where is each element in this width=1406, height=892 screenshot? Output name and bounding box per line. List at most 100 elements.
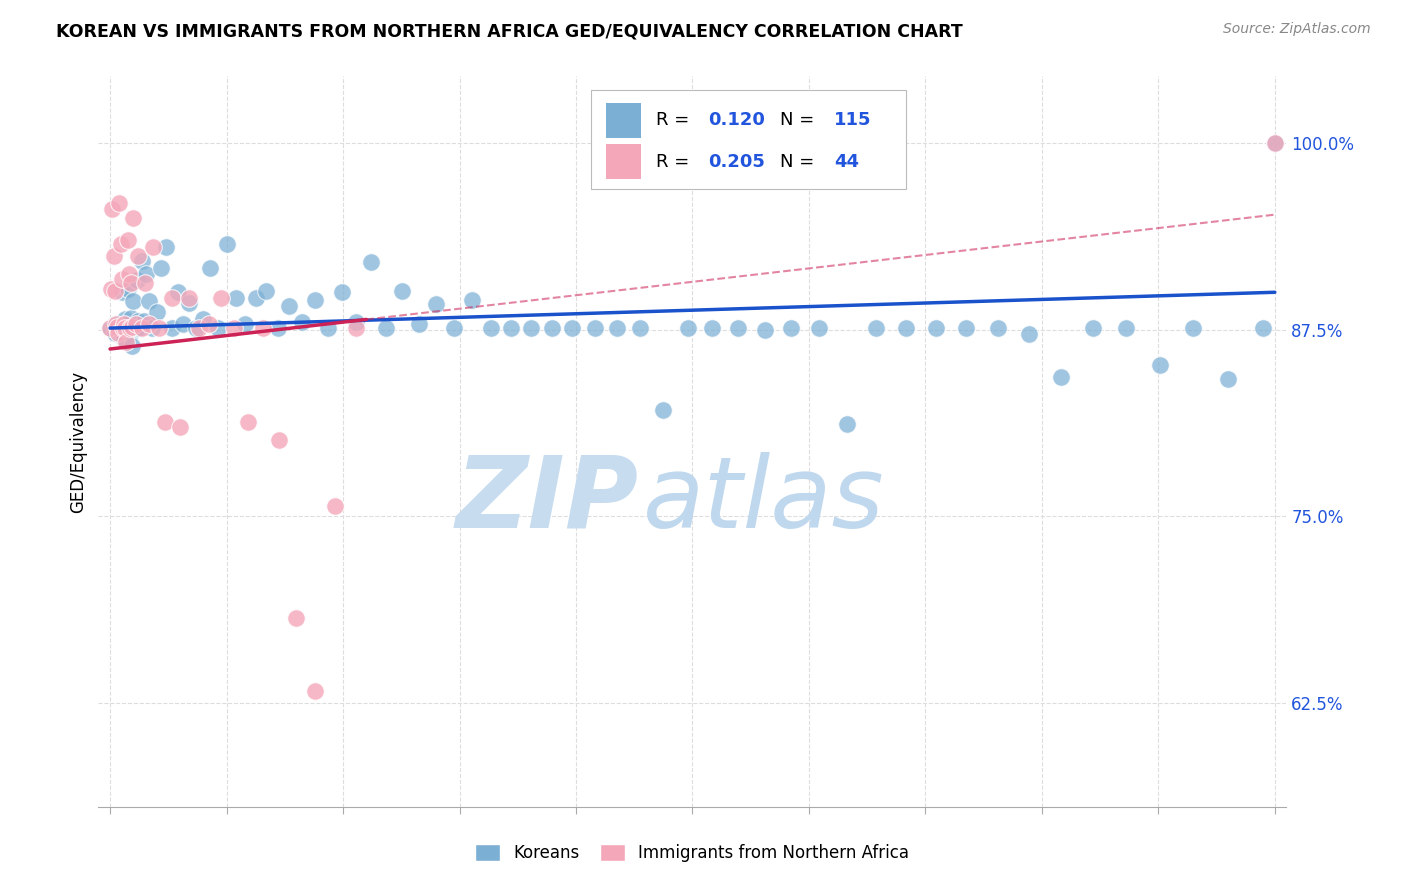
Point bbox=[122, 294, 145, 309]
Point bbox=[987, 321, 1010, 335]
Point bbox=[1149, 359, 1171, 373]
Point bbox=[120, 310, 142, 325]
Text: 44: 44 bbox=[834, 153, 859, 170]
Point bbox=[207, 321, 229, 335]
Point bbox=[111, 321, 134, 335]
Point bbox=[150, 261, 173, 276]
Point bbox=[894, 321, 917, 335]
Point bbox=[187, 321, 209, 335]
Point bbox=[408, 317, 430, 331]
Point bbox=[112, 332, 135, 346]
Text: N =: N = bbox=[780, 153, 820, 170]
FancyBboxPatch shape bbox=[606, 103, 641, 137]
Point bbox=[135, 268, 157, 282]
Point bbox=[727, 321, 749, 335]
Point bbox=[209, 291, 232, 305]
Point bbox=[1115, 321, 1137, 335]
Point bbox=[252, 321, 274, 335]
Point bbox=[225, 291, 247, 305]
Point bbox=[267, 433, 290, 447]
Point bbox=[561, 321, 583, 335]
Point bbox=[105, 319, 128, 334]
Text: Source: ZipAtlas.com: Source: ZipAtlas.com bbox=[1223, 22, 1371, 37]
Point bbox=[108, 317, 131, 331]
Point bbox=[304, 683, 326, 698]
Point bbox=[155, 240, 177, 254]
Point bbox=[141, 321, 163, 335]
Point bbox=[179, 291, 201, 305]
Point bbox=[865, 321, 887, 335]
Point bbox=[166, 285, 188, 300]
Point bbox=[131, 321, 153, 335]
Y-axis label: GED/Equivalency: GED/Equivalency bbox=[69, 370, 87, 513]
Point bbox=[128, 321, 150, 335]
Point bbox=[222, 321, 245, 335]
Point bbox=[1049, 370, 1071, 384]
Point bbox=[118, 321, 141, 335]
Point bbox=[1081, 321, 1104, 335]
Text: atlas: atlas bbox=[643, 451, 884, 549]
Point bbox=[955, 321, 977, 335]
Point bbox=[105, 322, 128, 336]
Point bbox=[148, 321, 170, 335]
Point bbox=[837, 417, 859, 431]
Point bbox=[107, 326, 129, 340]
Point bbox=[1264, 136, 1286, 150]
Point bbox=[111, 272, 134, 286]
Point bbox=[360, 255, 382, 269]
Point bbox=[160, 321, 183, 335]
Text: 0.120: 0.120 bbox=[707, 112, 765, 129]
Point bbox=[1182, 321, 1205, 335]
Point bbox=[111, 321, 134, 335]
Point bbox=[110, 322, 132, 336]
Point bbox=[104, 317, 127, 331]
Point bbox=[114, 321, 136, 335]
Point bbox=[172, 317, 194, 331]
Point bbox=[131, 254, 153, 268]
Point bbox=[142, 240, 165, 254]
Point bbox=[138, 294, 160, 309]
Text: R =: R = bbox=[655, 153, 695, 170]
Point bbox=[652, 403, 675, 417]
Point bbox=[138, 317, 160, 331]
Point bbox=[200, 261, 222, 276]
Text: 115: 115 bbox=[834, 112, 872, 129]
Point bbox=[104, 284, 127, 298]
Point bbox=[186, 321, 208, 335]
Point bbox=[115, 321, 138, 335]
Point bbox=[115, 334, 138, 349]
Point bbox=[606, 321, 628, 335]
Point bbox=[702, 321, 724, 335]
Point bbox=[117, 282, 139, 296]
Point bbox=[193, 312, 215, 326]
Text: KOREAN VS IMMIGRANTS FROM NORTHERN AFRICA GED/EQUIVALENCY CORRELATION CHART: KOREAN VS IMMIGRANTS FROM NORTHERN AFRIC… bbox=[56, 22, 963, 40]
Point bbox=[316, 321, 339, 335]
Point bbox=[1218, 372, 1240, 386]
Point bbox=[925, 321, 948, 335]
Point bbox=[628, 321, 651, 335]
Point bbox=[215, 237, 238, 252]
Point bbox=[121, 319, 143, 334]
Point bbox=[118, 327, 141, 342]
Point bbox=[103, 318, 125, 332]
Point bbox=[125, 317, 148, 331]
Point bbox=[117, 233, 139, 247]
Point bbox=[103, 249, 125, 263]
Point bbox=[443, 321, 465, 335]
Point bbox=[127, 249, 149, 263]
Point bbox=[267, 321, 290, 335]
Point bbox=[519, 321, 541, 335]
Point bbox=[344, 321, 367, 335]
Point bbox=[100, 282, 122, 296]
Point bbox=[179, 295, 201, 310]
Point bbox=[98, 321, 121, 335]
Point bbox=[124, 319, 146, 334]
Point bbox=[461, 293, 484, 307]
Point bbox=[101, 202, 124, 216]
Point bbox=[160, 291, 183, 305]
Point bbox=[780, 321, 803, 335]
Point bbox=[236, 415, 259, 429]
Point bbox=[375, 321, 398, 335]
Point bbox=[285, 610, 308, 624]
Point bbox=[145, 304, 167, 318]
